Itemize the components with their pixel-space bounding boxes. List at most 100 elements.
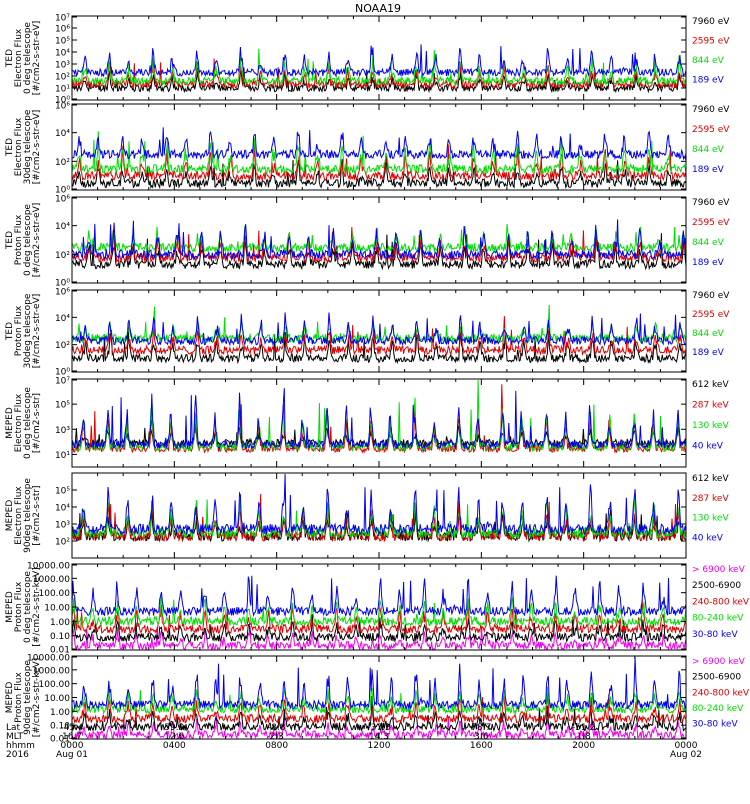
- x-tick-label: 2.3: [270, 732, 284, 742]
- x-tick-label: 59.9: [164, 723, 184, 733]
- legend-entry: 612 keV: [692, 380, 729, 390]
- y-tick-label: 1000.00: [33, 575, 70, 585]
- x-tick-label: 0000: [61, 741, 84, 751]
- y-tick-label: 10⁶: [55, 195, 70, 205]
- y-axis-label: TED: [5, 322, 15, 341]
- x-tick-label: -8.8: [268, 723, 286, 733]
- panel-5: 10¹ 10³ 10⁵ 10⁷ MEPED Electron Flux 0 deg tele…: [5, 377, 729, 468]
- y-axis-label: [#/cm2-s-str-keV]: [32, 567, 42, 646]
- y-tick-label: 10.00: [44, 604, 70, 614]
- y-axis-label: [#/cm2-s-str-eV]: [32, 21, 42, 96]
- series-line-5-4: [72, 388, 686, 451]
- series-line-7-4: [72, 596, 686, 628]
- y-axis-label: [#/cm2-s-str-eV]: [32, 294, 42, 369]
- y-tick-label: 10⁴: [55, 504, 70, 514]
- y-tick-label: 10.00: [44, 694, 70, 704]
- series-line-8-5: [72, 656, 686, 711]
- y-tick-label: 10¹: [55, 85, 70, 95]
- y-tick-label: 100.00: [39, 589, 71, 599]
- y-axis-label: Electron Flux: [14, 393, 24, 452]
- x-tick-label: 14.3: [369, 732, 389, 742]
- series-line-3-4: [72, 219, 686, 261]
- legend-entry: 287 keV: [692, 400, 729, 410]
- panel-2: 10⁰ 10² 10⁴ 10⁶ TED Electron Flux 30deg telesc…: [5, 102, 730, 196]
- legend-entry: 189 eV: [692, 165, 725, 175]
- y-tick-label: 10³: [55, 426, 70, 436]
- y-tick-label: 10⁶: [55, 25, 70, 35]
- y-axis-label: Proton Flux: [14, 672, 24, 723]
- series-line-4-1: [72, 323, 686, 365]
- x-tick-label: 2000: [572, 741, 595, 751]
- legend-entry: 844 eV: [692, 329, 725, 339]
- legend-entry: 7960 eV: [692, 105, 730, 115]
- panel-4: 10⁰ 10² 10⁴ 10⁶ TED Proton Flux 30deg telescop…: [5, 288, 730, 378]
- x-tick-label: -45.4: [60, 723, 84, 733]
- y-tick-label: 10⁰: [55, 186, 70, 196]
- legend-entry: 7960 eV: [692, 17, 730, 27]
- y-axis-label: Electron Flux: [14, 28, 24, 87]
- y-axis-label: Proton Flux: [14, 581, 24, 632]
- y-axis-label: 0 deg telescope: [23, 204, 33, 276]
- legend-entry: 2595 eV: [692, 37, 730, 47]
- y-tick-label: 10³: [55, 61, 70, 71]
- y-tick-label: 10⁵: [55, 401, 70, 411]
- legend-entry: 30-80 keV: [692, 630, 738, 640]
- y-tick-label: 1000.00: [33, 666, 70, 676]
- legend-entry: 2500-6900: [692, 581, 741, 591]
- y-axis-label: [#/cm2-s-str-eV]: [32, 110, 42, 185]
- y-axis-label: Electron Flux: [14, 117, 24, 176]
- y-tick-label: 0.10: [50, 722, 70, 732]
- y-tick-label: 10⁶: [55, 102, 70, 112]
- legend-entry: > 6900 keV: [692, 565, 746, 575]
- series-line-7-5: [72, 575, 686, 618]
- legend-entry: 189 eV: [692, 76, 725, 86]
- series-line-8-2: [72, 695, 686, 733]
- legend-entry: 844 eV: [692, 145, 725, 155]
- legend-entry: 2595 eV: [692, 310, 730, 320]
- series-line-1-1: [72, 67, 686, 94]
- y-tick-label: 10⁰: [55, 279, 70, 289]
- series-line-5-3: [72, 379, 686, 453]
- y-tick-label: 10⁵: [55, 487, 70, 497]
- legend-entry: > 6900 keV: [692, 657, 746, 667]
- legend-entry: 189 eV: [692, 348, 725, 358]
- y-tick-label: 10000.00: [27, 562, 70, 572]
- y-tick-label: 10⁰: [55, 368, 70, 378]
- series-line-3-1: [72, 233, 686, 271]
- legend-entry: 2595 eV: [692, 218, 730, 228]
- legend-entry: 2500-6900: [692, 673, 741, 683]
- x-axis-row-label: hhmm: [6, 741, 35, 751]
- y-tick-label: 10²: [55, 341, 70, 351]
- panel-6: 10² 10³ 10⁴ 10⁵ MEPED Electron Flux 90deg tele…: [5, 472, 729, 559]
- series-line-2-4: [72, 127, 686, 161]
- y-tick-label: 10⁴: [55, 129, 70, 139]
- y-tick-label: 10⁴: [55, 314, 70, 324]
- series-line-8-4: [72, 686, 686, 715]
- legend-entry: 40 keV: [692, 441, 724, 451]
- legend-entry: 80-240 keV: [692, 614, 744, 624]
- y-tick-label: 0.01: [50, 735, 70, 745]
- legend-entry: 844 eV: [692, 238, 725, 248]
- x-tick-label: 3.6: [474, 732, 489, 742]
- panel-7: 0.01 0.10 1.00 10.00 100.00 1000.00 10000.00 ME…: [5, 562, 750, 656]
- y-axis-label: TED: [5, 138, 15, 157]
- chart-title: NOAA19: [355, 2, 401, 15]
- y-tick-label: 0.01: [50, 646, 70, 656]
- series-line-3-2: [72, 226, 686, 264]
- series-line-2-2: [72, 144, 686, 182]
- legend-entry: 189 eV: [692, 258, 725, 268]
- y-tick-label: 1.00: [50, 708, 70, 718]
- y-tick-label: 10⁴: [55, 222, 70, 232]
- legend-entry: 2595 eV: [692, 125, 730, 135]
- y-tick-label: 10⁶: [55, 288, 70, 298]
- panel-8: 0.01 0.10 1.00 10.00 100.00 1000.00 10000.00 ME…: [5, 654, 750, 745]
- y-tick-label: 0.10: [50, 632, 70, 642]
- legend-entry: 240-800 keV: [692, 688, 750, 698]
- x-axis-row-label: 2016: [6, 750, 29, 760]
- y-axis-label: MEPED: [5, 591, 15, 623]
- y-tick-label: 10000.00: [27, 654, 70, 664]
- series-line-1-4: [72, 44, 686, 78]
